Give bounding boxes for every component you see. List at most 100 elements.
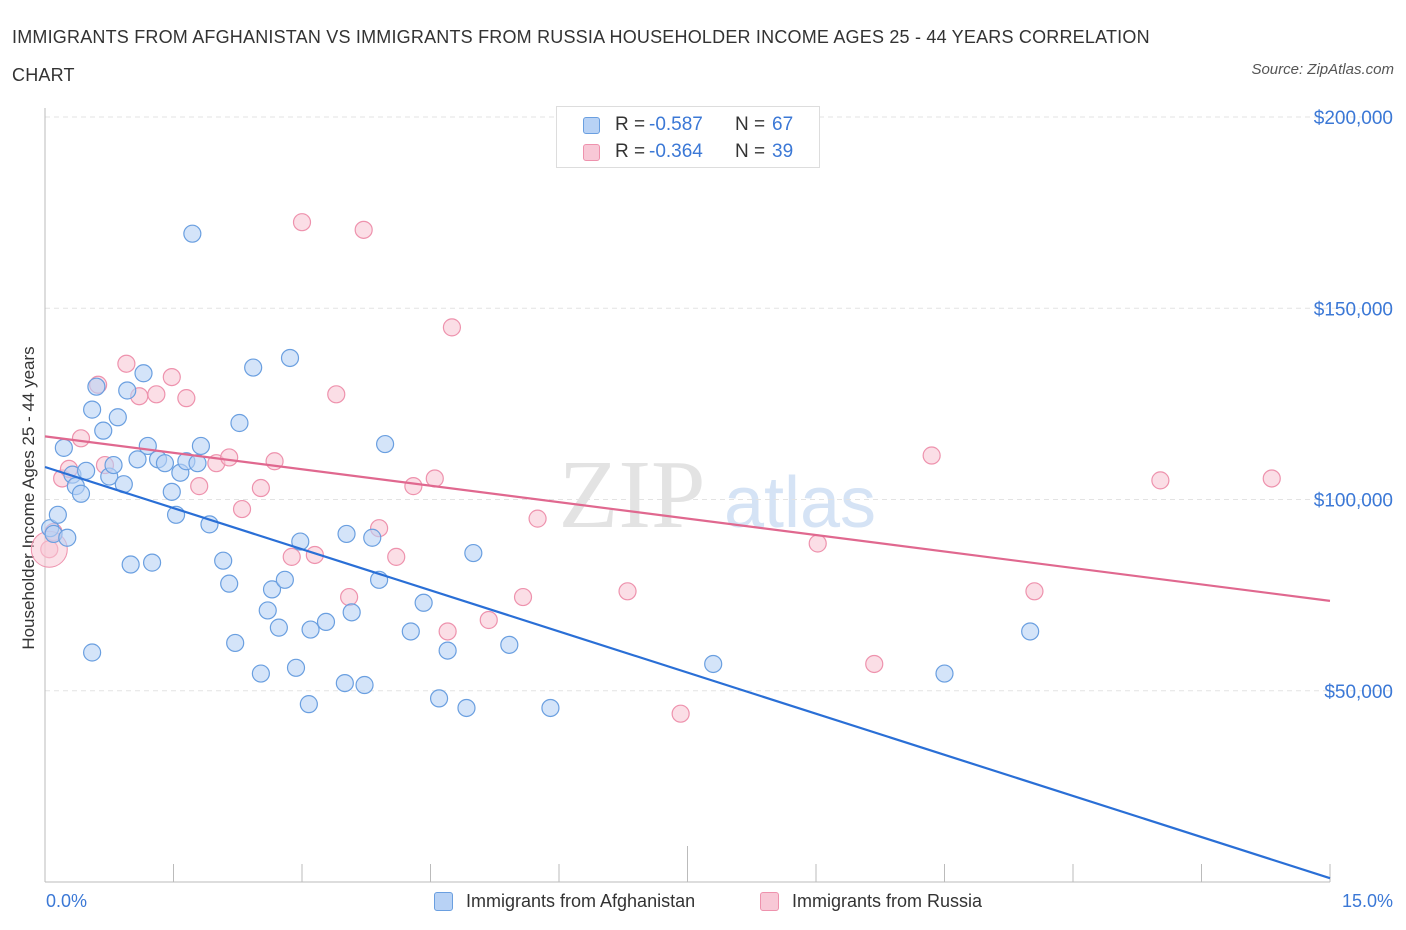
russia-point [354,220,373,239]
afghanistan-swatch [583,117,600,134]
gridlines [45,116,1395,692]
afghanistan-legend-swatch [434,892,453,911]
afghanistan-point [291,532,310,551]
afghanistan-point [54,438,73,457]
russia-swatch [583,144,600,161]
series-afghanistan [41,224,1040,718]
russia-point [282,547,301,566]
watermark: ZIP atlas [559,441,877,549]
russia-point [220,448,239,467]
afghanistan-point [1021,622,1040,641]
afghanistan-point [457,698,476,718]
russia-point [479,610,498,630]
r-label: R = [615,114,646,135]
afghanistan-point [251,664,270,683]
afghanistan-point [262,580,282,599]
afghanistan-point [275,570,294,589]
afghanistan-point [301,620,320,639]
russia-point [387,547,406,566]
afghanistan-point [363,528,382,547]
y-tick-label: $200,000 [1314,108,1393,129]
afghanistan-point [414,593,433,612]
afghanistan-point [58,528,77,547]
x-tick-label-min: 0.0% [46,891,88,911]
russia-point [404,477,423,496]
afghanistan-point [230,413,249,433]
afghanistan-point [104,455,123,475]
r-value: -0.587 [649,114,703,135]
afghanistan-point [269,618,288,637]
afghanistan-point [83,643,102,662]
russia-point [232,499,252,519]
afghanistan-point [162,482,181,501]
r-label: R = [615,141,646,162]
russia-point [808,534,827,553]
legend-label-russia: Immigrants from Russia [792,891,983,911]
afghanistan-point [48,505,67,524]
afghanistan-point [214,551,233,570]
afghanistan-point [438,641,457,660]
russia-point [117,354,136,373]
watermark-atlas: atlas [724,463,876,543]
russia-point [147,385,166,404]
russia-point [442,318,462,337]
afghanistan-point [280,348,300,368]
afghanistan-point [188,454,207,473]
afghanistan-point [71,484,91,503]
afghanistan-point [342,603,361,622]
afghanistan-point [128,450,147,469]
russia-point [922,446,941,465]
russia-point [327,385,346,404]
afghanistan-point [464,543,483,563]
russia-point [513,587,533,607]
afghanistan-point [77,461,96,480]
afghanistan-point [191,436,211,456]
russia-point [671,704,690,723]
afghanistan-point [134,364,153,383]
axes [44,108,1331,883]
afghanistan-point [429,689,449,708]
afghanistan-point [541,698,560,718]
n-value: 39 [772,141,794,162]
russia-point [190,477,209,496]
russia-trend-line [44,435,1331,602]
russia-point [162,368,181,387]
afghanistan-point [299,695,318,714]
y-tick-label: $150,000 [1314,299,1393,320]
russia-point [1025,582,1044,601]
russia-point [71,429,91,448]
afghanistan-point [375,434,395,454]
afghanistan-point [401,622,420,641]
afghanistan-point [183,224,202,243]
russia-point [251,478,270,498]
afghanistan-point [94,421,113,440]
afghanistan-point [500,635,519,654]
afghanistan-point [258,601,277,620]
russia-point [292,213,312,232]
afghanistan-trend-line [44,465,1331,880]
legend-label-afghanistan: Immigrants from Afghanistan [466,891,696,911]
russia-point [618,582,637,601]
afghanistan-point [286,658,306,677]
n-label: N = [735,114,766,135]
afghanistan-point [87,377,106,396]
y-tick-labels: $50,000 $100,000 $150,000 $200,000 [1314,108,1393,703]
afghanistan-point [704,654,723,674]
r-value: -0.364 [649,141,703,162]
afghanistan-point [935,664,954,683]
russia-legend-swatch [760,892,779,911]
russia-point [1151,471,1170,490]
chart-title: IMMIGRANTS FROM AFGHANISTAN VS IMMIGRANT… [12,27,1150,85]
afghanistan-point [335,673,354,693]
n-label: N = [735,141,766,162]
y-tick-label: $50,000 [1324,682,1393,703]
afghanistan-point [316,612,336,632]
afghanistan-point [118,381,137,400]
n-value: 67 [772,114,794,135]
russia-point [1262,469,1281,488]
afghanistan-point [121,555,140,574]
russia-point [438,622,457,641]
source-note: Source: ZipAtlas.com [1251,61,1394,78]
x-tick-label-max: 15.0% [1341,891,1393,911]
